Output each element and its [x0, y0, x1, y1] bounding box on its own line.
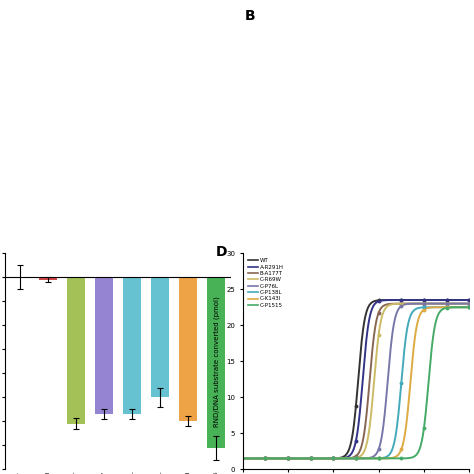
Text: B: B: [245, 9, 255, 23]
A-R291H: [374, 299, 380, 305]
C-P138L: [363, 456, 368, 461]
WT: [347, 443, 353, 448]
C-P1515: [461, 304, 467, 310]
C-P76L: [426, 301, 431, 307]
Bar: [67, 277, 85, 424]
A-R291H: [363, 347, 368, 353]
C-P1515: [347, 456, 353, 461]
C-P138L: [426, 304, 431, 310]
C-P76L: [240, 456, 246, 461]
WT: [363, 314, 368, 319]
C-K143I: [374, 456, 380, 461]
C-P138L: [349, 456, 355, 461]
Line: WT: WT: [243, 300, 469, 458]
WT: [461, 297, 467, 303]
C-P138L: [240, 456, 246, 461]
C-R69W: [240, 456, 246, 461]
WT: [349, 437, 355, 443]
Line: A-R291H: A-R291H: [243, 300, 469, 458]
C-K143I: [347, 456, 353, 461]
C-P76L: [461, 301, 467, 307]
B-A177T: [426, 301, 431, 307]
Text: D: D: [216, 245, 227, 258]
Bar: [39, 277, 57, 280]
Y-axis label: RND/DNA substrate converted (pmol): RND/DNA substrate converted (pmol): [214, 296, 220, 427]
C-P138L: [461, 304, 467, 310]
A-R291H: [461, 297, 467, 303]
C-P76L: [349, 456, 355, 461]
C-K143I: [240, 456, 246, 461]
B-A177T: [461, 301, 467, 307]
WT: [466, 297, 472, 303]
B-A177T: [374, 313, 380, 319]
Bar: [179, 277, 197, 421]
Legend: WT, A-R291H, B-A177T, C-R69W, C-P76L, C-P138L, C-K143I, C-P1515: WT, A-R291H, B-A177T, C-R69W, C-P76L, C-…: [248, 258, 284, 308]
C-P1515: [240, 456, 246, 461]
C-K143I: [349, 456, 355, 461]
C-R69W: [349, 456, 355, 461]
Line: C-P138L: C-P138L: [243, 307, 469, 458]
A-R291H: [349, 450, 355, 456]
C-P1515: [349, 456, 355, 461]
WT: [426, 297, 431, 303]
Bar: [207, 277, 225, 447]
C-R69W: [374, 341, 380, 346]
C-P76L: [374, 449, 380, 455]
Bar: [95, 277, 113, 414]
A-R291H: [426, 297, 431, 303]
C-P138L: [374, 456, 380, 461]
Line: C-P76L: C-P76L: [243, 304, 469, 458]
C-P76L: [363, 456, 368, 461]
C-R69W: [426, 301, 431, 307]
C-R69W: [363, 446, 368, 451]
A-R291H: [240, 456, 246, 461]
C-P138L: [466, 304, 472, 310]
Line: C-K143I: C-K143I: [243, 307, 469, 458]
C-P76L: [347, 456, 353, 461]
C-P1515: [466, 304, 472, 310]
C-R69W: [466, 301, 472, 307]
C-K143I: [461, 304, 467, 310]
C-P1515: [363, 456, 368, 461]
WT: [374, 298, 380, 303]
Line: C-P1515: C-P1515: [243, 307, 469, 458]
C-K143I: [466, 304, 472, 310]
B-A177T: [466, 301, 472, 307]
B-A177T: [347, 455, 353, 461]
A-R291H: [466, 297, 472, 303]
B-A177T: [240, 456, 246, 461]
A-R291H: [347, 452, 353, 458]
C-P1515: [374, 456, 380, 461]
Bar: [123, 277, 141, 414]
Line: B-A177T: B-A177T: [243, 304, 469, 458]
C-P1515: [426, 381, 431, 387]
WT: [240, 456, 246, 461]
C-K143I: [363, 456, 368, 461]
C-K143I: [426, 305, 431, 310]
Bar: [151, 277, 169, 397]
Line: C-R69W: C-R69W: [243, 304, 469, 458]
C-R69W: [461, 301, 467, 307]
C-P138L: [347, 456, 353, 461]
B-A177T: [349, 455, 355, 461]
B-A177T: [363, 423, 368, 428]
C-R69W: [347, 456, 353, 461]
C-P76L: [466, 301, 472, 307]
